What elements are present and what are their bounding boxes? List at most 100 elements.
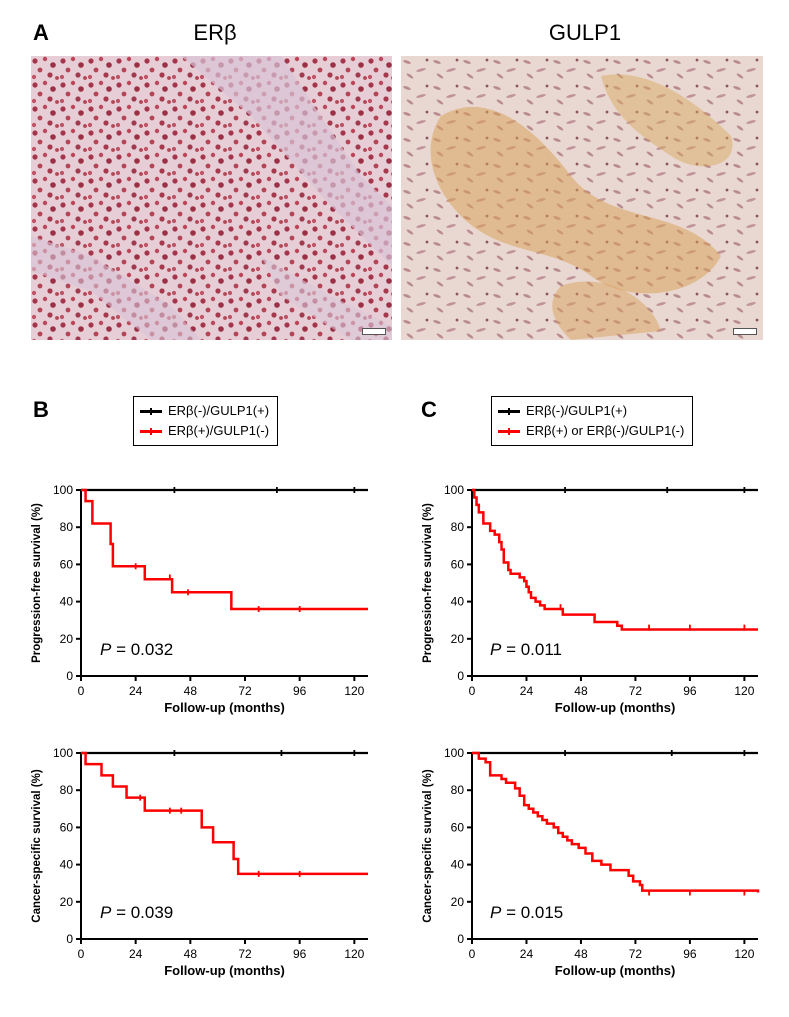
legend-swatch xyxy=(140,428,162,434)
series-line xyxy=(81,488,368,611)
x-tick-label: 96 xyxy=(683,684,697,698)
legend-label: ERβ(-)/GULP1(+) xyxy=(526,403,628,418)
p-value-label: P = 0.039 xyxy=(100,903,173,922)
p-value-symbol: P xyxy=(100,903,112,922)
p-value-label: P = 0.011 xyxy=(490,640,562,659)
x-axis-label: Follow-up (months) xyxy=(555,963,676,978)
ihc-image-gulp1 xyxy=(401,56,763,340)
p-value-label: P = 0.015 xyxy=(490,903,563,922)
y-tick-label: 0 xyxy=(457,932,464,946)
image-title-gulp1: GULP1 xyxy=(548,20,622,45)
legend-item: ERβ(-)/GULP1(+) xyxy=(492,401,692,421)
panel-letter-c: C xyxy=(421,397,437,422)
y-tick-label: 40 xyxy=(60,595,74,609)
y-axis-label: Cancer-specific survival (%) xyxy=(422,769,434,923)
y-tick-label: 20 xyxy=(451,632,465,646)
series-line xyxy=(81,751,368,876)
p-value-symbol: P xyxy=(490,640,502,659)
y-tick-label: 100 xyxy=(53,483,73,497)
panel-letter-a: A xyxy=(33,20,49,45)
series-line xyxy=(472,751,760,893)
p-value-number: = 0.039 xyxy=(111,903,173,922)
x-tick-label: 0 xyxy=(78,684,85,698)
legend-label: ERβ(-)/GULP1(+) xyxy=(168,403,270,418)
p-value-symbol: P xyxy=(100,640,112,659)
legend-panel-c: ERβ(-)/GULP1(+) ERβ(+) or ERβ(-)/GULP1(-… xyxy=(491,396,694,446)
legend-panel-b: ERβ(-)/GULP1(+) ERβ(+)/GULP1(-) xyxy=(133,396,279,446)
x-tick-label: 72 xyxy=(629,684,643,698)
scale-bar xyxy=(362,328,386,335)
panel-letter-b: B xyxy=(33,397,49,422)
legend-swatch xyxy=(498,408,520,414)
x-tick-label: 120 xyxy=(734,947,754,961)
y-tick-label: 60 xyxy=(451,557,465,571)
x-tick-label: 24 xyxy=(129,947,143,961)
y-tick-label: 0 xyxy=(457,669,464,683)
x-tick-label: 48 xyxy=(184,684,198,698)
x-tick-label: 96 xyxy=(293,947,307,961)
y-tick-label: 20 xyxy=(60,632,74,646)
x-axis-label: Follow-up (months) xyxy=(164,963,285,978)
x-tick-label: 72 xyxy=(238,684,252,698)
y-axis-label: Progression-free survival (%) xyxy=(31,503,43,663)
x-tick-label: 48 xyxy=(574,684,588,698)
x-tick-label: 0 xyxy=(469,684,476,698)
legend-item: ERβ(+)/GULP1(-) xyxy=(134,421,277,441)
y-tick-label: 80 xyxy=(451,520,465,534)
x-tick-label: 0 xyxy=(469,947,476,961)
y-tick-label: 0 xyxy=(66,932,73,946)
image-title-erb: ERβ xyxy=(193,20,237,45)
x-tick-label: 48 xyxy=(574,947,588,961)
y-tick-label: 60 xyxy=(60,557,74,571)
y-tick-label: 80 xyxy=(60,520,74,534)
ihc-texture-erb xyxy=(31,56,392,340)
legend-swatch xyxy=(498,428,520,434)
p-value-number: = 0.032 xyxy=(111,640,173,659)
legend-swatch xyxy=(140,408,162,414)
y-tick-label: 100 xyxy=(53,746,73,760)
y-tick-label: 0 xyxy=(66,669,73,683)
x-tick-label: 0 xyxy=(78,947,85,961)
x-tick-label: 120 xyxy=(734,684,754,698)
x-tick-label: 120 xyxy=(344,947,364,961)
y-tick-label: 100 xyxy=(444,483,464,497)
x-tick-label: 72 xyxy=(238,947,252,961)
scale-bar xyxy=(733,328,757,335)
y-tick-label: 40 xyxy=(60,858,74,872)
x-tick-label: 24 xyxy=(520,684,534,698)
legend-label: ERβ(+) or ERβ(-)/GULP1(-) xyxy=(526,423,685,438)
ihc-image-erb xyxy=(31,56,392,340)
x-axis-label: Follow-up (months) xyxy=(164,700,285,715)
y-tick-label: 60 xyxy=(451,820,465,834)
p-value-symbol: P xyxy=(490,903,502,922)
p-value-number: = 0.011 xyxy=(501,640,562,659)
series-line xyxy=(472,488,758,631)
y-tick-label: 80 xyxy=(60,783,74,797)
x-tick-label: 96 xyxy=(683,947,697,961)
y-tick-label: 60 xyxy=(60,820,74,834)
y-tick-label: 80 xyxy=(451,783,465,797)
p-value-number: = 0.015 xyxy=(501,903,563,922)
y-tick-label: 20 xyxy=(60,895,74,909)
x-tick-label: 48 xyxy=(184,947,198,961)
y-axis-label: Cancer-specific survival (%) xyxy=(31,769,43,923)
x-tick-label: 72 xyxy=(629,947,643,961)
x-tick-label: 120 xyxy=(344,684,364,698)
y-tick-label: 40 xyxy=(451,595,465,609)
x-tick-label: 24 xyxy=(520,947,534,961)
y-tick-label: 20 xyxy=(451,895,465,909)
y-tick-label: 100 xyxy=(444,746,464,760)
legend-label: ERβ(+)/GULP1(-) xyxy=(168,423,270,438)
legend-item: ERβ(-)/GULP1(+) xyxy=(134,401,277,421)
x-tick-label: 24 xyxy=(129,684,143,698)
y-tick-label: 40 xyxy=(451,858,465,872)
legend-item: ERβ(+) or ERβ(-)/GULP1(-) xyxy=(492,421,692,441)
y-axis-label: Progression-free survival (%) xyxy=(422,503,434,663)
x-axis-label: Follow-up (months) xyxy=(555,700,676,715)
x-tick-label: 96 xyxy=(293,684,307,698)
p-value-label: P = 0.032 xyxy=(100,640,173,659)
